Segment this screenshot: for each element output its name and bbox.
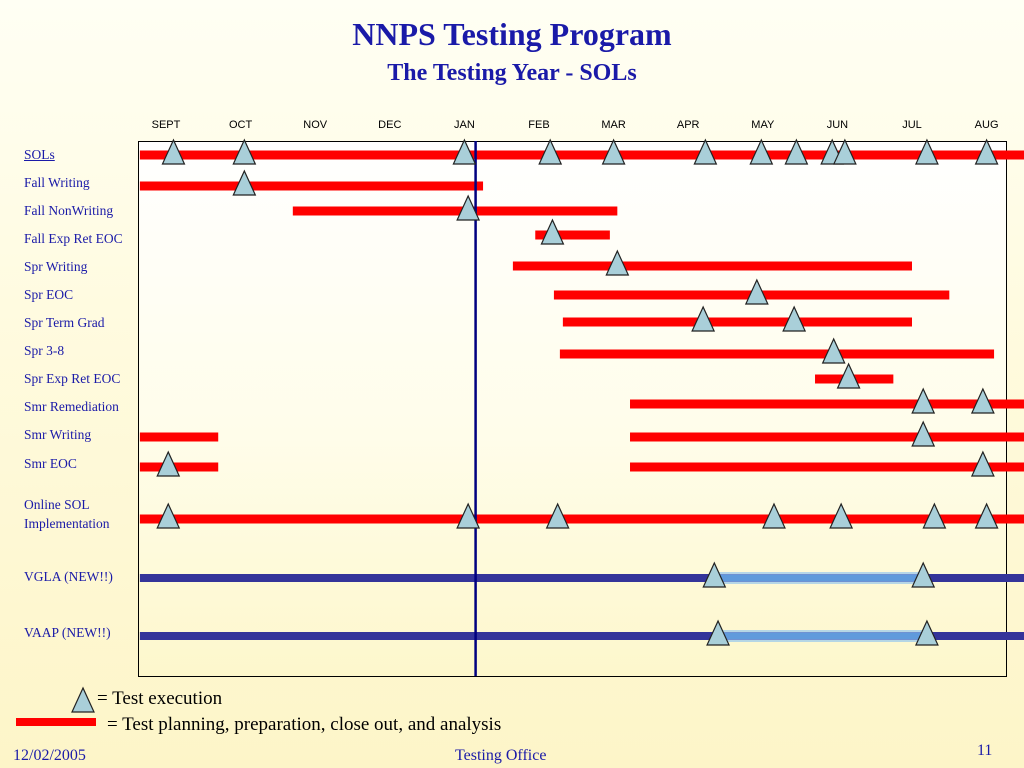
month-label: NOV [303, 119, 328, 131]
row-label: Spr Writing [24, 259, 88, 274]
test-execution-triangle [970, 387, 995, 414]
test-execution-triangle [232, 138, 257, 165]
timeline-bar [630, 432, 1024, 442]
row-label: Spr 3-8 [24, 343, 65, 358]
page-number: 11 [977, 742, 993, 759]
test-execution-triangle [232, 169, 257, 196]
test-execution-triangle [156, 450, 181, 477]
row-label: Smr Remediation [24, 399, 119, 414]
timeline-bar [559, 349, 995, 359]
row-label: Spr Exp Ret EOC [24, 371, 121, 386]
slide-subtitle: The Testing Year - SOLs [387, 60, 637, 86]
timeline-bar [630, 399, 1024, 409]
row-label: VGLA (NEW!!) [24, 569, 113, 584]
month-label: DEC [378, 119, 402, 131]
row-label: SOLs [24, 147, 55, 162]
row-label: Smr Writing [24, 427, 92, 442]
test-execution-triangle [911, 561, 936, 588]
test-execution-triangle [601, 138, 626, 165]
test-execution-triangle [693, 138, 718, 165]
execution-window-core [714, 633, 927, 639]
test-execution-triangle [974, 138, 999, 165]
test-execution-triangle [821, 337, 846, 364]
timeline-bar [630, 462, 1024, 472]
timeline-bar [535, 230, 610, 240]
test-execution-triangle [702, 561, 727, 588]
test-execution-triangle [706, 619, 730, 646]
test-execution-triangle [914, 619, 939, 646]
test-execution-triangle [156, 502, 181, 529]
test-execution-triangle [762, 502, 786, 529]
test-execution-triangle [456, 194, 481, 221]
month-label: AUG [974, 119, 999, 131]
test-execution-triangle [540, 218, 565, 245]
month-label: SEPT [151, 119, 181, 131]
test-execution-triangle [782, 305, 807, 332]
legend-bar-swatch [16, 718, 96, 726]
row-label: Smr EOC [24, 456, 77, 471]
test-execution-triangle [974, 502, 999, 529]
footer-office: Testing Office [455, 747, 547, 764]
row-label: Fall NonWriting [24, 203, 114, 218]
row-label: Online SOL Implementation [24, 497, 110, 531]
legend-bar-text: = Test planning, preparation, close out,… [107, 714, 502, 735]
timeline-bar [139, 574, 1024, 582]
row-label: Spr EOC [24, 287, 74, 302]
test-execution-triangle [744, 278, 769, 305]
month-label: OCT [228, 119, 253, 131]
row-label: Fall Writing [24, 175, 90, 190]
legend-triangle-icon [71, 686, 95, 713]
test-execution-triangle [829, 502, 854, 529]
month-label: MAY [751, 119, 775, 131]
month-label: JAN [454, 119, 475, 131]
timeline-bar [562, 317, 912, 327]
timeline-bar [139, 432, 219, 442]
test-execution-triangle [970, 450, 995, 477]
legend-triangle-text: = Test execution [97, 688, 223, 709]
timeline-bar [139, 514, 1024, 524]
timeline-bar [139, 462, 219, 472]
test-execution-triangle [452, 138, 477, 165]
slide-title: NNPS Testing Program [352, 16, 672, 52]
test-execution-triangle [749, 138, 774, 165]
month-label: APR [676, 119, 700, 131]
test-execution-triangle [605, 249, 630, 276]
footer-date: 12/02/2005 [13, 747, 86, 764]
test-execution-triangle [836, 362, 861, 389]
month-label: JUN [826, 119, 849, 131]
row-label: Spr Term Grad [24, 315, 105, 330]
test-execution-triangle [538, 138, 563, 165]
month-label: FEB [528, 119, 550, 131]
month-label: MAR [601, 119, 626, 131]
test-execution-triangle [914, 138, 939, 165]
test-execution-triangle [911, 420, 936, 447]
timeline-bar [512, 261, 912, 271]
test-execution-triangle [922, 502, 947, 529]
test-execution-triangle [161, 138, 186, 165]
row-label: VAAP (NEW!!) [24, 625, 111, 640]
execution-window-core [710, 575, 920, 581]
month-label: JUL [902, 119, 922, 131]
timeline-bar [139, 632, 1024, 640]
test-execution-triangle [691, 305, 716, 332]
test-execution-triangle [832, 138, 857, 165]
timeline-bar [139, 150, 1024, 160]
timeline-bar [139, 181, 484, 191]
test-execution-triangle [545, 502, 570, 529]
timeline-bar [292, 206, 618, 216]
test-execution-triangle [784, 138, 809, 165]
row-label: Fall Exp Ret EOC [24, 231, 123, 246]
test-execution-triangle [456, 502, 481, 529]
test-execution-triangle [911, 387, 936, 414]
timeline-plot-area [138, 141, 1007, 677]
